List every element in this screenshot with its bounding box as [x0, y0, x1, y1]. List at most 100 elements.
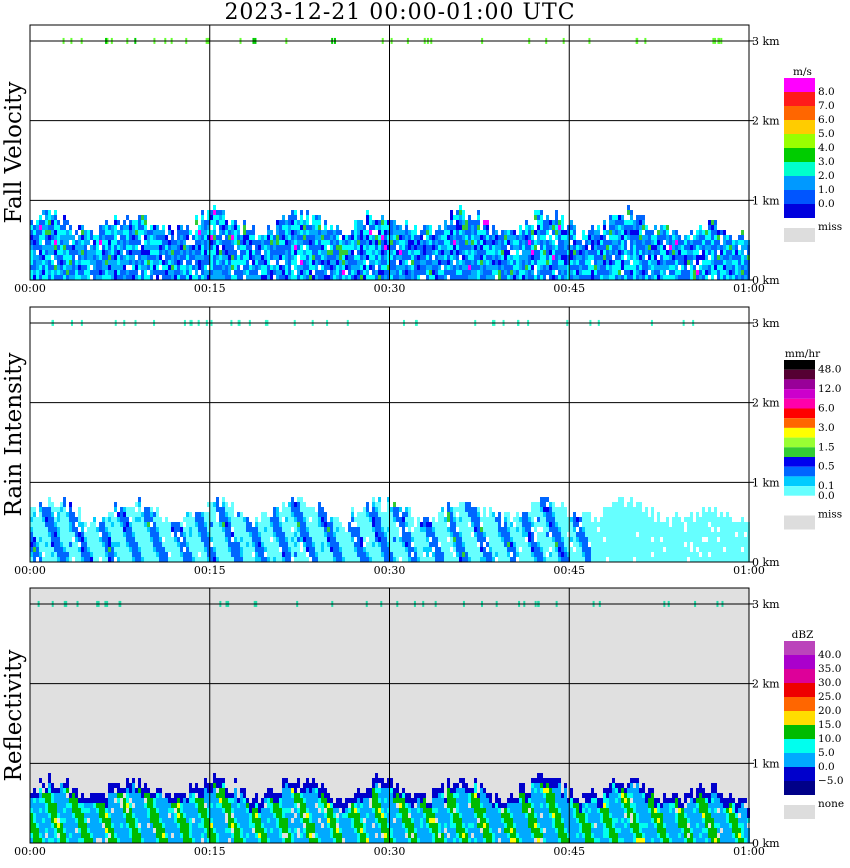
fall-velocity-cell	[480, 245, 483, 250]
rain-intensity-cell	[147, 517, 150, 522]
fall-velocity-cell	[51, 270, 54, 275]
rain-intensity-cell	[393, 537, 396, 542]
fall-velocity-cell	[96, 235, 99, 240]
rain-intensity-cell	[534, 552, 537, 557]
fall-velocity-cell	[438, 260, 441, 265]
rain-intensity-cell	[177, 537, 180, 542]
fall-velocity-cell	[210, 215, 213, 220]
rain-intensity-cell	[585, 522, 588, 527]
rain-intensity-cell	[363, 547, 366, 552]
fall-velocity-cell	[207, 240, 210, 245]
fall-velocity-cell	[426, 225, 429, 230]
rain-intensity-cell	[402, 517, 405, 522]
fall-velocity-cell	[501, 250, 504, 255]
rain-intensity-cell	[594, 542, 597, 547]
rain-intensity-cell	[123, 527, 126, 532]
rain-intensity-cell	[693, 522, 696, 527]
fall-velocity-cell	[411, 250, 414, 255]
fall-velocity-missing-label: miss	[818, 221, 842, 233]
fall-velocity-cell	[207, 250, 210, 255]
fall-velocity-cell	[567, 265, 570, 270]
fall-velocity-cell	[447, 270, 450, 275]
rain-intensity-cell	[606, 537, 609, 542]
fall-velocity-cell	[639, 240, 642, 245]
rain-intensity-cell	[372, 552, 375, 557]
rain-intensity-cell	[678, 522, 681, 527]
fall-velocity-cell	[345, 255, 348, 260]
rain-intensity-cell	[339, 557, 342, 562]
rain-intensity-cell	[396, 542, 399, 547]
rain-intensity-cell	[165, 542, 168, 547]
fall-velocity-cell	[66, 270, 69, 275]
rain-intensity-cell	[453, 537, 456, 542]
rain-intensity-cell	[525, 517, 528, 522]
fall-velocity-cell	[486, 255, 489, 260]
rain-intensity-cell	[549, 517, 552, 522]
rain-intensity-cell	[324, 532, 327, 537]
rain-intensity-cell	[213, 517, 216, 522]
fall-velocity-cell	[111, 260, 114, 265]
rain-intensity-cell	[108, 512, 111, 517]
fall-velocity-cell	[258, 240, 261, 245]
rain-intensity-cell	[39, 557, 42, 562]
fall-velocity-cell	[81, 270, 84, 275]
rain-intensity-cell	[714, 512, 717, 517]
fall-velocity-cell	[363, 255, 366, 260]
rain-intensity-cell	[207, 552, 210, 557]
fall-velocity-cell	[564, 270, 567, 275]
rain-intensity-cell	[246, 547, 249, 552]
rain-intensity-cell	[420, 557, 423, 562]
fall-velocity-cell	[216, 265, 219, 270]
fall-velocity-cell	[153, 245, 156, 250]
fall-velocity-cell	[504, 265, 507, 270]
fall-velocity-cell	[33, 230, 36, 235]
rain-intensity-cell	[432, 537, 435, 542]
fall-velocity-cell	[69, 255, 72, 260]
fall-velocity-cell	[384, 220, 387, 225]
fall-velocity-cell	[135, 240, 138, 245]
fall-velocity-cell	[312, 265, 315, 270]
rain-intensity-cell	[489, 547, 492, 552]
rain-intensity-cell	[477, 517, 480, 522]
rain-intensity-cell	[540, 522, 543, 527]
fall-velocity-cell	[402, 245, 405, 250]
rain-intensity-cell	[414, 527, 417, 532]
rain-intensity-cell	[267, 527, 270, 532]
rain-intensity-cell	[222, 502, 225, 507]
rain-intensity-cell	[600, 527, 603, 532]
rain-intensity-cell	[87, 527, 90, 532]
rain-intensity-cell	[567, 527, 570, 532]
fall-velocity-cell	[402, 240, 405, 245]
rain-intensity-cell	[75, 527, 78, 532]
fall-velocity-cell	[705, 270, 708, 275]
rain-intensity-cell	[276, 527, 279, 532]
rain-intensity-cell	[276, 532, 279, 537]
fall-velocity-cell	[531, 230, 534, 235]
rain-intensity-cell	[225, 557, 228, 562]
fall-velocity-cell	[423, 230, 426, 235]
rain-intensity-cell	[708, 557, 711, 562]
rain-intensity-cell	[303, 552, 306, 557]
fall-velocity-cell	[744, 255, 747, 260]
fall-velocity-cell	[690, 245, 693, 250]
fall-velocity-cell	[33, 255, 36, 260]
fall-velocity-cell	[111, 240, 114, 245]
fall-velocity-cell	[42, 210, 45, 215]
fall-velocity-cell	[177, 240, 180, 245]
rain-intensity-cell	[612, 527, 615, 532]
rain-intensity-echo-field	[30, 497, 750, 562]
fall-velocity-cell	[327, 235, 330, 240]
rain-intensity-cell	[660, 532, 663, 537]
rain-intensity-cell	[345, 532, 348, 537]
rain-intensity-cell	[528, 532, 531, 537]
fall-velocity-cell	[705, 240, 708, 245]
rain-intensity-cell	[114, 517, 117, 522]
fall-velocity-cell	[258, 275, 261, 280]
rain-intensity-cell	[699, 522, 702, 527]
rain-intensity-cell	[690, 527, 693, 532]
fall-velocity-cell	[537, 215, 540, 220]
rain-intensity-cell	[306, 507, 309, 512]
rain-intensity-cell	[582, 527, 585, 532]
rain-intensity-cell	[297, 507, 300, 512]
fall-velocity-cell	[510, 240, 513, 245]
